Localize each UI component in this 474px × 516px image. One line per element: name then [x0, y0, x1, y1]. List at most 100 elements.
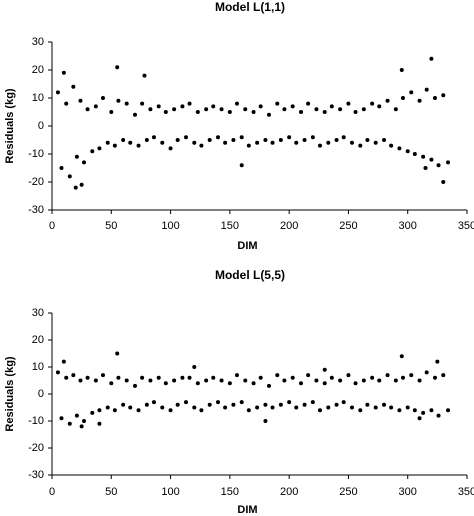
point — [105, 140, 110, 145]
point — [148, 107, 153, 112]
x-tick-label: 350 — [458, 220, 474, 232]
point — [251, 381, 256, 386]
point — [115, 65, 120, 70]
point — [234, 101, 239, 106]
point — [61, 359, 66, 364]
point — [287, 135, 292, 140]
point — [346, 101, 351, 106]
point — [370, 101, 375, 106]
point — [393, 378, 398, 383]
point — [435, 359, 440, 364]
point — [64, 375, 69, 380]
point — [278, 138, 283, 142]
point — [243, 378, 248, 383]
point — [243, 107, 248, 112]
point — [227, 381, 232, 386]
point — [278, 402, 283, 407]
point — [207, 138, 212, 142]
point — [160, 140, 165, 145]
point — [172, 378, 177, 383]
point — [128, 405, 133, 410]
y-tick-label: -10 — [28, 148, 44, 160]
point — [71, 84, 76, 89]
point — [341, 400, 346, 405]
point — [294, 405, 299, 410]
point — [382, 402, 386, 407]
point — [299, 110, 303, 114]
point — [115, 351, 120, 356]
x-tick-label: 150 — [221, 486, 239, 498]
point — [361, 107, 366, 112]
point — [105, 405, 110, 410]
point — [255, 405, 260, 410]
x-tick-label: 150 — [221, 220, 239, 232]
point — [112, 143, 117, 148]
x-axis-label: DIM — [237, 504, 257, 516]
point — [446, 408, 451, 413]
point — [436, 163, 441, 168]
point — [302, 138, 307, 142]
point — [133, 383, 137, 388]
chart-title: Model L(1,1) — [215, 0, 285, 14]
point — [429, 157, 434, 162]
point — [85, 375, 90, 380]
y-tick-label: -30 — [28, 469, 44, 481]
x-tick-label: 350 — [458, 486, 474, 498]
y-tick-label: -10 — [28, 415, 44, 427]
point — [74, 154, 79, 159]
point — [59, 416, 64, 421]
point — [231, 402, 236, 407]
point — [93, 378, 98, 383]
point — [424, 370, 429, 375]
point — [187, 101, 192, 106]
point — [136, 408, 141, 413]
point — [74, 413, 79, 418]
point — [160, 405, 165, 410]
point — [124, 101, 129, 106]
point — [192, 405, 197, 410]
point — [85, 107, 90, 112]
point — [199, 408, 204, 413]
point — [290, 375, 295, 380]
point — [204, 378, 209, 383]
point — [124, 378, 129, 383]
point — [90, 149, 95, 154]
point — [389, 143, 394, 148]
point — [71, 373, 76, 378]
point — [67, 421, 72, 426]
x-tick-label: 250 — [339, 486, 357, 498]
x-tick-label: 200 — [280, 486, 298, 498]
point — [346, 373, 351, 378]
point — [73, 185, 78, 190]
point — [255, 140, 260, 145]
point — [338, 107, 343, 112]
point — [204, 107, 209, 112]
point — [207, 402, 212, 407]
point — [399, 68, 404, 72]
point — [116, 98, 121, 103]
point — [353, 381, 358, 386]
point — [377, 104, 382, 109]
point — [306, 101, 311, 106]
point — [314, 378, 319, 383]
x-tick-label: 200 — [280, 220, 298, 232]
point — [79, 424, 84, 429]
point — [183, 135, 188, 140]
point — [78, 98, 83, 103]
point — [385, 373, 390, 378]
point — [156, 375, 161, 380]
point — [97, 421, 102, 426]
point — [349, 405, 354, 410]
point — [82, 419, 87, 423]
point — [251, 110, 256, 114]
point — [61, 70, 66, 75]
point — [397, 408, 402, 413]
point — [172, 107, 177, 112]
point — [64, 101, 69, 106]
x-tick-label: 50 — [105, 220, 117, 232]
point — [424, 87, 429, 92]
point — [180, 375, 185, 380]
point — [436, 413, 441, 418]
point — [329, 375, 334, 380]
